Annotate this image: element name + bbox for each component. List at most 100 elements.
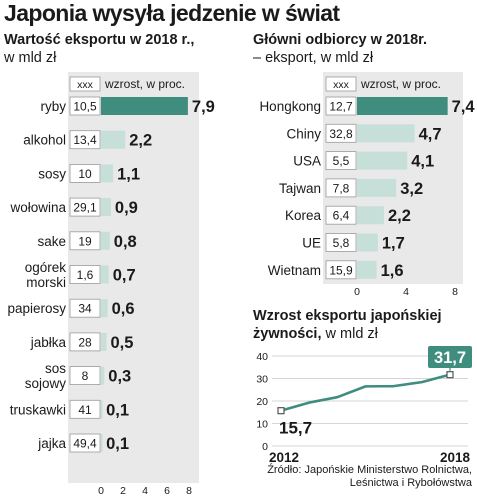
countries-category-label: UE [302,236,321,251]
products-growth-label: 34 [78,302,92,316]
countries-growth-label: 32,8 [329,127,353,141]
products-growth-label: 19 [78,234,92,248]
products-value-label: 0,1 [106,401,129,419]
countries-category-label: USA [293,154,321,169]
line-chart-start-point [277,407,285,415]
products-bar [101,265,109,284]
products-growth-box [69,265,101,284]
products-value-label: 0,1 [106,435,129,453]
countries-x-tick-label: 8 [452,286,458,298]
countries-value-label: 7,4 [452,98,476,116]
products-bar [101,164,114,183]
products-value-label: 1,1 [117,165,140,183]
products-growth-label: 41 [78,403,92,417]
products-x-tick-label: 2 [120,485,126,497]
products-bar [101,332,107,351]
line-chart-heading: Wzrost eksportu japońskiej żywności, w m… [253,307,442,343]
countries-legend-box [325,76,357,92]
products-category-label: sojowy [25,376,67,391]
countries-category-label: Wietnam [268,263,321,278]
countries-growth-label: 15,9 [329,263,353,277]
line-chart-start-label: 15,7 [279,419,312,438]
countries-growth-box [325,96,357,116]
products-value-label: 0,5 [111,334,134,352]
countries-category-label: Korea [285,208,322,223]
products-x-tick-label: 6 [164,485,170,497]
products-growth-box [69,298,101,318]
line-chart-end-point [446,371,454,379]
products-category-label: truskawki [10,402,66,417]
products-growth-box [69,96,101,116]
line-chart-end-badge [428,346,472,368]
line-chart-unit: w mld zł [325,326,378,342]
line-chart-x-tick-label: 2012 [269,450,299,465]
products-growth-label: 1,6 [77,268,94,282]
products-category-label: sos [45,361,66,376]
countries-value-label: 4,7 [419,125,442,143]
products-growth-box [69,231,101,251]
countries-growth-box [325,260,357,280]
products-bar [101,97,188,115]
products-value-label: 2,2 [129,132,152,150]
countries-x-tick-label: 4 [403,286,409,298]
products-x-tick-label: 0 [98,485,104,497]
products-growth-label: 8 [82,369,89,383]
countries-growth-label: 5,5 [333,154,350,168]
countries-growth-label: 5,8 [333,236,350,250]
countries-growth-box [325,233,357,252]
source-note: Źródło: Japońskie Ministerstwo Rolnictwa… [267,464,472,490]
products-value-label: 0,9 [115,199,138,217]
right-chart-subtitle: – eksport, w mld zł [253,50,374,66]
countries-value-label: 1,7 [382,235,405,253]
countries-legend-label: wzrost, w proc. [360,77,441,91]
countries-bar [357,260,377,279]
products-category-label: sake [37,234,66,249]
countries-growth-box [325,205,357,225]
countries-growth-label: 7,8 [333,181,350,195]
products-growth-label: 10,5 [73,100,97,114]
countries-bar [357,124,415,143]
countries-growth-box [325,123,357,143]
countries-x-tick-label: 0 [354,286,360,298]
products-legend-box [69,76,101,92]
products-value-label: 0,8 [114,233,137,251]
source-line-2: Leśnictwa i Rybołówstwa [349,477,472,489]
products-growth-label: 10 [78,167,92,181]
line-chart-series [280,373,451,412]
countries-bar [357,233,378,252]
line-chart-y-tick-label: 20 [256,396,268,408]
products-bar [101,434,103,452]
right-chart-heading: Główni odbiorcy w 2018r. – eksport, w ml… [253,31,427,67]
countries-value-label: 1,6 [381,262,404,280]
products-value-label: 7,9 [192,98,215,116]
left-chart-heading: Wartość eksportu w 2018 r., w mld zł [4,31,194,67]
countries-growth-label: 12,7 [329,100,353,114]
products-bar [101,299,108,318]
products-growth-label: 49,4 [73,437,97,451]
products-growth-box [69,163,101,183]
countries-value-label: 3,2 [400,180,423,198]
line-chart-y-tick-label: 0 [262,441,268,453]
products-value-label: 0,3 [108,368,131,386]
line-chart-title: Wzrost eksportu japońskiej [253,308,442,324]
products-growth-box [69,332,101,352]
countries-category-label: Hongkong [259,99,321,114]
line-chart-x-tick-label: 2018 [440,450,471,465]
products-x-tick-label: 4 [142,485,148,497]
countries-bar [357,97,448,115]
countries-growth-box [325,178,357,198]
products-category-label: ryby [40,99,66,114]
products-category-label: papierosy [7,301,66,316]
products-value-label: 0,6 [112,300,135,318]
countries-category-label: Tajwan [279,181,321,196]
right-chart-title: Główni odbiorcy w 2018r. [253,32,428,48]
products-growth-box [69,433,101,453]
products-category-label: jajka [37,436,66,451]
countries-growth-label: 6,4 [333,209,350,223]
line-chart-title-line2: żywności, [253,326,322,342]
products-growth-label: 28 [78,335,92,349]
line-chart-end-label: 31,7 [434,349,466,367]
countries-value-label: 2,2 [388,207,411,225]
products-category-label: alkohol [23,133,66,148]
